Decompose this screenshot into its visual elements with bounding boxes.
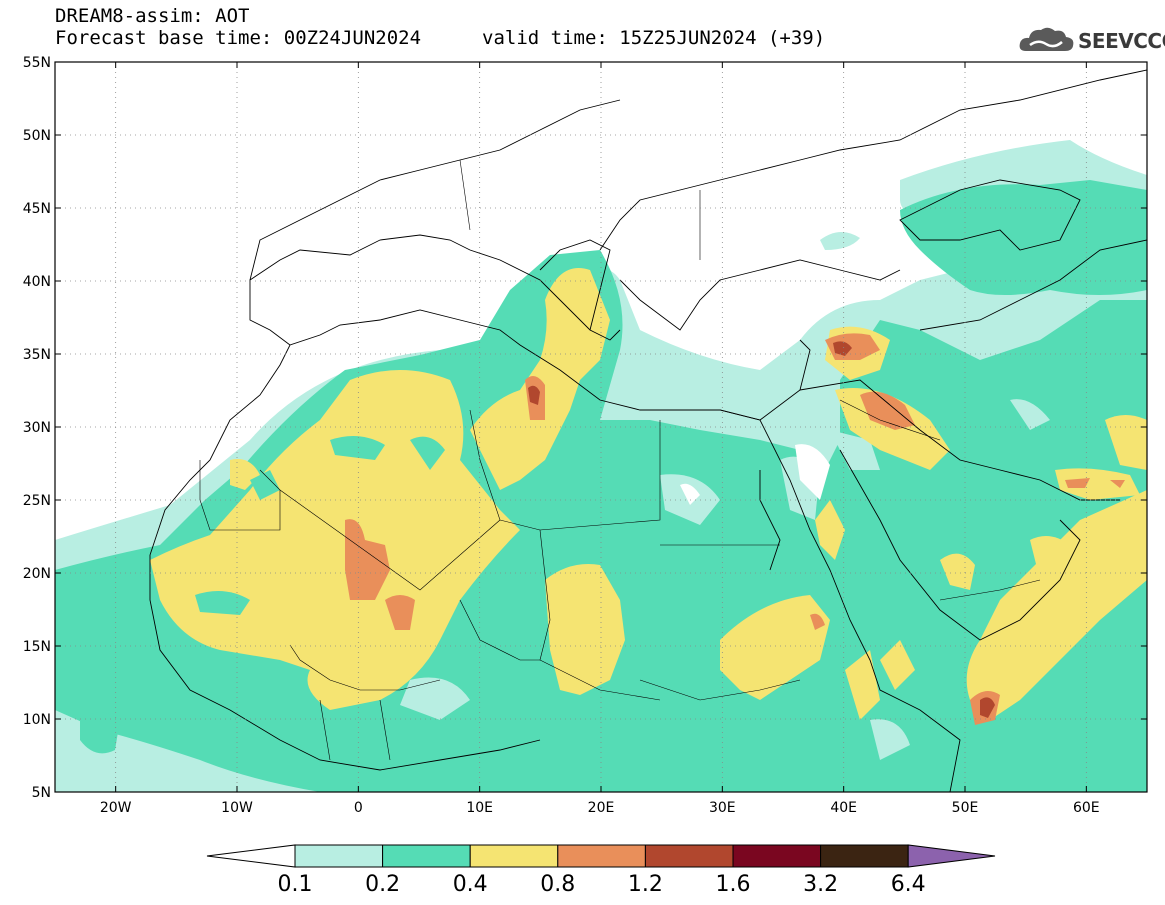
lon-tick-label: 50E <box>952 800 979 816</box>
lon-tick-label: 10E <box>466 800 493 816</box>
lat-tick-label: 45N <box>23 201 51 217</box>
lon-tick-label: 0 <box>354 800 363 816</box>
lat-tick-label: 10N <box>23 712 51 728</box>
lon-tick-label: 10W <box>221 800 253 816</box>
lat-tick-label: 30N <box>23 420 51 436</box>
lat-tick-label: 25N <box>23 493 51 509</box>
lon-tick-label: 60E <box>1073 800 1100 816</box>
cloud-icon <box>1019 27 1074 51</box>
lat-tick-label: 35N <box>23 347 51 363</box>
colorbar-label: 3.2 <box>803 872 839 897</box>
coastlines <box>149 69 1147 792</box>
valid-time: valid time: 15Z25JUN2024 (+39) <box>482 27 826 49</box>
colorbar-label: 6.4 <box>890 872 926 897</box>
colorbar-label: 0.1 <box>277 872 313 897</box>
lon-tick-label: 20W <box>100 800 132 816</box>
colorbar-label: 0.2 <box>365 872 401 897</box>
lat-tick-label: 5N <box>32 785 51 801</box>
lat-tick-label: 50N <box>23 128 51 144</box>
lat-tick-label: 20N <box>23 566 51 582</box>
lon-tick-label: 20E <box>588 800 615 816</box>
colorbar-label: 1.6 <box>715 872 751 897</box>
lat-tick-label: 40N <box>23 274 51 290</box>
borders <box>199 159 1041 761</box>
map-axes: 20W 10W 0 10E 20E 30E 40E 50E 60E 5N 10N 15N 20N 25N 3… <box>23 55 1147 816</box>
seevccc-logo: SEEVCCC <box>1018 25 1165 55</box>
map-title: DREAM8-assim: AOT <box>55 5 250 27</box>
lon-tick-label: 40E <box>830 800 857 816</box>
logo-text: SEEVCCC <box>1078 29 1165 53</box>
forecast-times: Forecast base time: 00Z24JUN2024 valid ti… <box>55 27 825 49</box>
colorbar-label: 0.8 <box>540 872 576 897</box>
lat-tick-label: 55N <box>23 55 51 71</box>
map-grid <box>55 62 1147 792</box>
aot-field <box>55 140 1147 792</box>
lon-tick-label: 30E <box>709 800 736 816</box>
lat-tick-label: 15N <box>23 639 51 655</box>
base-time: Forecast base time: 00Z24JUN2024 <box>55 27 422 49</box>
colorbar-label: 0.4 <box>452 872 488 897</box>
colorbar-label: 1.2 <box>627 872 663 897</box>
